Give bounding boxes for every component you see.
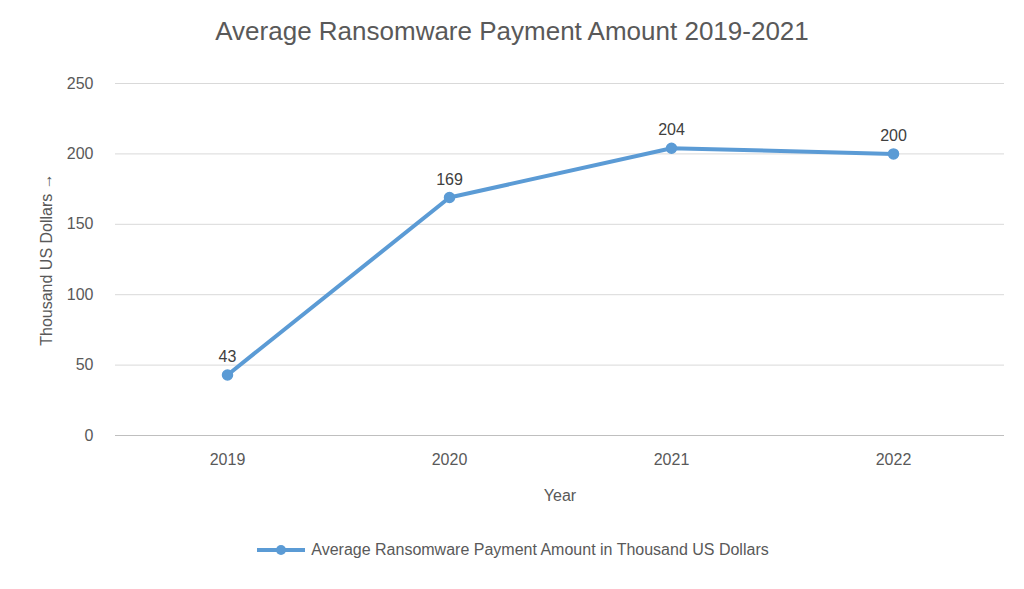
svg-text:Thousand US Dollars →: Thousand US Dollars → — [38, 173, 55, 346]
html-text:Average Ransomware Payment Amo: Average Ransomware Payment Amount in Tho… — [311, 541, 769, 558]
svg-text:204: 204 — [658, 121, 685, 138]
svg-text:Year: Year — [544, 487, 577, 504]
svg-text:2019: 2019 — [210, 451, 246, 468]
html-text:Average Ransomware Payment Amo: Average Ransomware Payment Amount 2019-2… — [215, 16, 809, 46]
svg-text:2020: 2020 — [432, 451, 468, 468]
svg-text:169: 169 — [436, 171, 463, 188]
svg-text:0: 0 — [85, 427, 94, 444]
svg-text:50: 50 — [76, 356, 94, 373]
svg-text:200: 200 — [67, 145, 94, 162]
svg-text:100: 100 — [67, 286, 94, 303]
svg-text:2021: 2021 — [654, 451, 690, 468]
svg-text:200: 200 — [880, 127, 907, 144]
svg-text:250: 250 — [67, 75, 94, 92]
svg-text:150: 150 — [67, 215, 94, 232]
svg-text:2022: 2022 — [876, 451, 912, 468]
svg-text:43: 43 — [219, 348, 237, 365]
